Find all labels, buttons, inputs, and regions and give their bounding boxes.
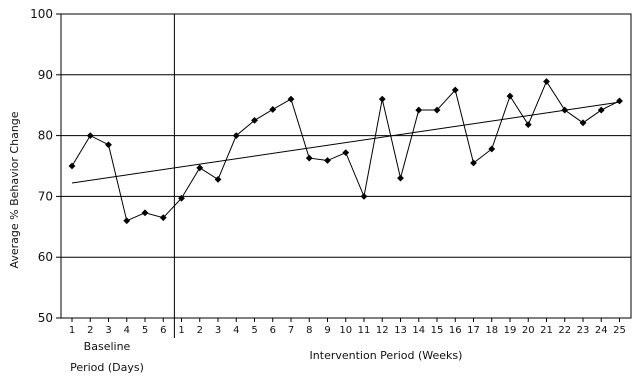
data-point-p1-6 (287, 95, 295, 103)
x-tick-label-p1-14: 15 (431, 325, 444, 336)
data-point-p1-16 (470, 159, 477, 167)
data-point-p1-12 (397, 174, 404, 182)
intervention-label: Intervention Period (Weeks) (310, 349, 463, 362)
data-point-p1-15 (451, 86, 459, 94)
data-point-p1-13 (415, 106, 423, 114)
data-point-p1-24 (616, 97, 623, 105)
data-point-p1-23 (597, 106, 605, 114)
data-point-p1-14 (433, 106, 441, 114)
x-tick-label-p1-11: 12 (376, 325, 389, 336)
data-point-p0-0 (68, 162, 76, 170)
y-axis-ticks: 50 60 70 80 90 100 (30, 7, 61, 325)
x-tick-label-p1-1: 2 (197, 325, 203, 336)
x-tick-label-p1-3: 4 (233, 325, 239, 336)
data-point-p0-2 (105, 141, 112, 149)
x-tick-label-p1-17: 18 (485, 325, 498, 336)
x-tick-label-p1-2: 3 (215, 325, 221, 336)
gridlines (61, 74, 631, 258)
plot-border (60, 13, 632, 319)
data-point-p1-8 (324, 157, 331, 164)
x-tick-label-p0-3: 4 (124, 325, 130, 336)
data-point-p0-3 (123, 217, 131, 225)
x-tick-label-p1-16: 17 (467, 325, 480, 336)
x-tick-label-p1-21: 22 (558, 325, 571, 336)
data-point-p1-22 (579, 119, 587, 127)
x-tick-label-p1-7: 8 (306, 325, 312, 336)
data-point-p1-2 (214, 175, 222, 183)
x-tick-label-p0-5: 6 (160, 325, 166, 336)
data-point-p0-5 (159, 214, 167, 222)
data-point-p1-10 (360, 193, 368, 200)
x-tick-label-p1-18: 19 (504, 325, 517, 336)
x-tick-label-p1-10: 11 (358, 325, 371, 336)
trend-line (71, 101, 620, 184)
series-group (68, 78, 623, 225)
x-tick-label-p1-19: 20 (522, 325, 535, 336)
data-point-p1-18 (506, 92, 514, 100)
x-tick-label-p0-1: 2 (87, 325, 93, 336)
x-tick-label-p1-9: 10 (339, 325, 352, 336)
y-tick-label-70: 70 (38, 189, 53, 203)
plot-frame (60, 13, 632, 338)
axis-labels: Average % Behavior Change Baseline Perio… (8, 111, 462, 374)
x-tick-label-p1-15: 16 (449, 325, 462, 336)
x-axis-ticks: 1 2 3 4 5 6 1 2 3 4 5 6 7 8 9 10 11 12 13 14 15 16 17 18 19 20 21 2… (69, 318, 626, 336)
trend-line-group (71, 101, 620, 184)
data-point-p1-0 (178, 194, 185, 202)
data-point-p1-7 (305, 154, 313, 162)
data-point-p1-5 (269, 106, 277, 113)
y-tick-label-90: 90 (38, 68, 53, 82)
x-tick-label-p1-22: 23 (577, 325, 590, 336)
x-tick-label-p1-0: 1 (178, 325, 184, 336)
x-tick-label-p1-24: 25 (613, 325, 626, 336)
x-tick-label-p1-5: 6 (270, 325, 276, 336)
y-tick-label-60: 60 (38, 250, 53, 264)
data-point-p1-17 (488, 145, 496, 153)
data-point-p1-11 (378, 95, 386, 103)
x-tick-label-p1-20: 21 (540, 325, 553, 336)
data-point-p0-1 (86, 132, 94, 139)
x-tick-label-p1-4: 5 (251, 325, 257, 336)
x-tick-label-p1-23: 24 (595, 325, 608, 336)
x-tick-label-p1-8: 9 (324, 325, 330, 336)
x-tick-label-p1-6: 7 (288, 325, 294, 336)
data-point-p0-4 (141, 209, 149, 217)
x-tick-label-p0-2: 3 (105, 325, 111, 336)
y-tick-label-80: 80 (38, 129, 53, 143)
y-axis-label: Average % Behavior Change (8, 111, 21, 268)
data-point-p1-19 (524, 121, 532, 129)
x-tick-label-p1-12: 13 (394, 325, 407, 336)
data-point-p1-21 (561, 106, 569, 114)
baseline-label-line2: Period (Days) (70, 361, 144, 374)
baseline-label-line1: Baseline (84, 340, 131, 353)
x-tick-label-p0-0: 1 (69, 325, 75, 336)
data-point-p1-3 (232, 132, 240, 139)
data-point-p1-4 (251, 117, 258, 124)
x-tick-label-p1-13: 14 (412, 325, 425, 336)
data-point-p1-1 (196, 164, 204, 172)
x-tick-label-p0-4: 5 (142, 325, 148, 336)
y-tick-label-50: 50 (38, 311, 53, 325)
data-point-p1-20 (543, 78, 550, 85)
y-tick-label-100: 100 (30, 7, 53, 21)
data-point-p1-9 (342, 149, 350, 157)
